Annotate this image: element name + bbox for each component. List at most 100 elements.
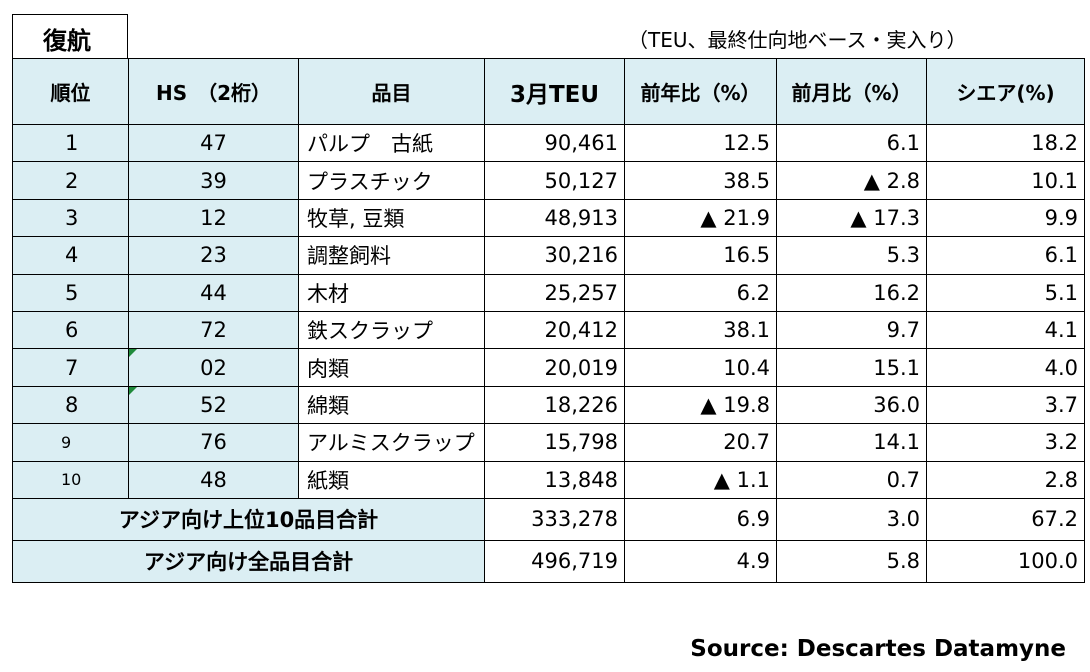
share-cell: 18.2 [926,123,1085,163]
teu-cell: 20,019 [484,348,625,387]
item-cell: 調整飼料 [298,236,485,275]
table-row: 5 44 木材 25,257 6.2 16.2 5.1 [12,273,1085,312]
table-row: 1 47 パルプ 古紙 90,461 12.5 6.1 18.2 [12,123,1085,163]
item-cell: アルミスクラップ [298,423,485,462]
share-cell: 6.1 [926,236,1085,275]
ranking-table: 順位 HS （2桁） 品目 3月TEU 前年比（%） 前月比（%） シエア(%)… [12,58,1085,583]
header-row: 順位 HS （2桁） 品目 3月TEU 前年比（%） 前月比（%） シエア(%) [12,58,1085,125]
item-cell: 肉類 [298,348,485,387]
mom-cell: ▲ 2.8 [776,161,927,200]
share-cell: 3.7 [926,385,1085,425]
total-label: アジア向け上位10品目合計 [12,497,485,541]
yoy-cell: 10.4 [624,348,777,387]
rank-cell: 9 [12,423,129,462]
rank-cell: 3 [12,198,129,238]
table-row: 7 02 肉類 20,019 10.4 15.1 4.0 [12,348,1085,387]
teu-cell: 90,461 [484,123,625,163]
rank-cell: 2 [12,161,129,200]
teu-cell: 50,127 [484,161,625,200]
mom-cell: 3.0 [776,497,927,541]
mom-cell: 15.1 [776,348,927,387]
table-row: 8 52 綿類 18,226 ▲ 19.8 36.0 3.7 [12,385,1085,425]
total-label: アジア向け全品目合計 [12,539,485,583]
item-cell: 鉄スクラップ [298,310,485,350]
hs-cell: 72 [128,310,299,350]
hs-cell: 76 [128,423,299,462]
hs-cell: 12 [128,198,299,238]
header-item: 品目 [298,58,485,125]
rank-cell: 7 [12,348,129,387]
table-row: 3 12 牧草, 豆類 48,913 ▲ 21.9 ▲ 17.3 9.9 [12,198,1085,238]
hs-cell: 48 [128,460,299,499]
mom-cell: 6.1 [776,123,927,163]
mom-cell: 14.1 [776,423,927,462]
teu-cell: 25,257 [484,273,625,312]
mom-cell: 5.3 [776,236,927,275]
yoy-cell: 38.1 [624,310,777,350]
rank-cell: 5 [12,273,129,312]
yoy-cell: ▲ 21.9 [624,198,777,238]
yoy-cell: 38.5 [624,161,777,200]
rank-cell: 1 [12,123,129,163]
share-cell: 100.0 [926,539,1085,583]
item-cell: 紙類 [298,460,485,499]
share-cell: 9.9 [926,198,1085,238]
hs-cell: 47 [128,123,299,163]
teu-cell: 333,278 [484,497,625,541]
share-cell: 4.1 [926,310,1085,350]
item-cell: パルプ 古紙 [298,123,485,163]
hs-value: 52 [200,392,227,417]
mom-cell: 16.2 [776,273,927,312]
hs-cell: 39 [128,161,299,200]
header-hs: HS （2桁） [128,58,299,125]
total-row-all: アジア向け全品目合計 496,719 4.9 5.8 100.0 [12,539,1085,583]
yoy-cell: ▲ 19.8 [624,385,777,425]
yoy-cell: ▲ 1.1 [624,460,777,499]
header-share: シエア(%) [926,58,1085,125]
table-title: 復航 [43,27,91,55]
share-cell: 5.1 [926,273,1085,312]
mom-cell: ▲ 17.3 [776,198,927,238]
yoy-cell: 6.9 [624,497,777,541]
rank-cell: 6 [12,310,129,350]
hs-cell: 44 [128,273,299,312]
item-cell: 木材 [298,273,485,312]
mom-cell: 0.7 [776,460,927,499]
share-cell: 2.8 [926,460,1085,499]
error-marker-icon [129,349,137,358]
item-cell: 牧草, 豆類 [298,198,485,238]
rank-cell: 10 [12,460,129,499]
source-note: Source: Descartes Datamyne [690,636,1066,662]
mom-cell: 5.8 [776,539,927,583]
teu-cell: 18,226 [484,385,625,425]
header-teu: 3月TEU [484,58,625,125]
table-row: 2 39 プラスチック 50,127 38.5 ▲ 2.8 10.1 [12,161,1085,200]
teu-cell: 20,412 [484,310,625,350]
header-rank: 順位 [12,58,129,125]
yoy-cell: 20.7 [624,423,777,462]
unit-note: （TEU、最終仕向地ベース・実入り） [628,28,967,52]
item-cell: プラスチック [298,161,485,200]
rank-cell: 4 [12,236,129,275]
hs-cell: 02 [128,348,299,387]
mom-cell: 9.7 [776,310,927,350]
table-row: 4 23 調整飼料 30,216 16.5 5.3 6.1 [12,236,1085,275]
header-mom: 前月比（%） [776,58,927,125]
mom-cell: 36.0 [776,385,927,425]
error-marker-icon [129,387,137,395]
yoy-cell: 6.2 [624,273,777,312]
header-yoy: 前年比（%） [624,58,777,125]
share-cell: 3.2 [926,423,1085,462]
yoy-cell: 4.9 [624,539,777,583]
hs-cell: 23 [128,236,299,275]
hs-value: 02 [200,355,227,380]
rank-cell: 8 [12,385,129,425]
item-cell: 綿類 [298,385,485,425]
table-row: 10 48 紙類 13,848 ▲ 1.1 0.7 2.8 [12,460,1085,499]
table-row: 9 76 アルミスクラップ 15,798 20.7 14.1 3.2 [12,423,1085,462]
hs-cell: 52 [128,385,299,425]
share-cell: 10.1 [926,161,1085,200]
total-row-top10: アジア向け上位10品目合計 333,278 6.9 3.0 67.2 [12,497,1085,541]
teu-cell: 13,848 [484,460,625,499]
teu-cell: 496,719 [484,539,625,583]
